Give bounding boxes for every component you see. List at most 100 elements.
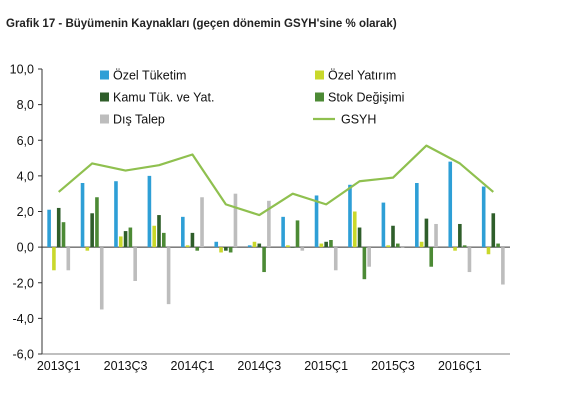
bar-kamu-tük-ve-yat--2014Ç3	[257, 243, 262, 248]
bar-stok-değişimi-2013Ç4	[162, 232, 166, 248]
line-series	[58, 144, 494, 217]
bar-stok-değişimi-2014Ç4	[295, 220, 300, 248]
y-tick-label: 10,0	[10, 63, 34, 77]
bar-özel-tüketim-2013Ç3	[114, 181, 118, 248]
bar-stok-değişimi-2016Ç1	[462, 245, 467, 248]
bar-özel-tüketim-2015Ç3	[381, 202, 386, 248]
legend-swatch	[315, 70, 324, 80]
bar-özel-yatırım-2015Ç2	[352, 211, 357, 248]
y-tick-label: -4,0	[12, 312, 34, 326]
bar-kamu-tük-ve-yat--2014Ç1	[190, 232, 195, 248]
bar-dış-talep-2016Ç1	[467, 247, 472, 273]
bar-stok-değişimi-2015Ç1	[329, 240, 333, 248]
bar-özel-yatırım-2016Ç2	[486, 247, 491, 255]
bar-özel-tüketim-2014Ç2	[214, 241, 219, 248]
bar-özel-yatırım-2014Ç1	[185, 245, 190, 248]
y-tick-label: 8,0	[17, 98, 34, 112]
bar-özel-yatırım-2015Ç3	[386, 245, 390, 248]
legend-swatch	[100, 92, 109, 102]
bar-kamu-tük-ve-yat--2014Ç4	[290, 247, 295, 248]
x-tick-label: 2013Ç1	[37, 359, 81, 373]
bar-özel-yatırım-2015Ç1	[319, 243, 324, 248]
y-tick-label: -6,0	[12, 348, 34, 362]
bar-dış-talep-2013Ç3	[133, 247, 137, 281]
bar-kamu-tük-ve-yat--2016Ç1	[458, 223, 462, 248]
bar-kamu-tük-ve-yat--2015Ç3	[391, 225, 395, 248]
legend: Özel Tüketim Özel Yatırım Kamu Tük. ve Yat…	[100, 69, 404, 127]
bar-kamu-tük-ve-yat--2014Ç2	[224, 247, 228, 251]
x-tick-label: 2015Ç1	[304, 359, 348, 373]
bar-özel-tüketim-2014Ç1	[181, 216, 185, 248]
bar-dış-talep-2014Ç1	[200, 197, 204, 248]
legend-swatch	[315, 92, 324, 102]
y-tick-label: 6,0	[17, 134, 34, 148]
x-axis: 2013Ç1 2013Ç3 2014Ç1 2014Ç3 2015Ç1 2015Ç3 2016…	[37, 246, 510, 373]
bar-dış-talep-2013Ç2	[99, 247, 104, 310]
x-tick-label: 2016Ç1	[438, 359, 482, 373]
y-tick-label: -2,0	[12, 276, 34, 290]
x-tick-label: 2014Ç1	[171, 359, 215, 373]
bar-özel-tüketim-2015Ç1	[314, 195, 319, 248]
legend-label: Dış Talep	[113, 113, 165, 127]
y-tick-label: 4,0	[17, 169, 34, 183]
bar-stok-değişimi-2013Ç2	[95, 197, 99, 248]
bar-dış-talep-2014Ç3	[267, 200, 271, 248]
bar-özel-tüketim-2013Ç1	[47, 209, 51, 248]
bar-stok-değişimi-2014Ç2	[228, 247, 233, 253]
bar-kamu-tük-ve-yat--2015Ç2	[357, 227, 362, 248]
bar-özel-yatırım-2014Ç2	[219, 247, 223, 253]
y-tick-label: 2,0	[17, 205, 34, 219]
bar-kamu-tük-ve-yat--2013Ç4	[157, 215, 161, 248]
chart-title: Grafik 17 - Büyümenin Kaynakları (geçen …	[6, 18, 397, 30]
bar-stok-değişimi-2015Ç4	[429, 247, 434, 267]
bar-özel-tüketim-2015Ç2	[348, 184, 352, 248]
bar-özel-tüketim-2016Ç1	[448, 161, 453, 248]
bar-dış-talep-2013Ç4	[166, 247, 171, 305]
bar-stok-değişimi-2015Ç3	[396, 243, 400, 248]
bar-dış-talep-2014Ç2	[233, 193, 238, 248]
bar-özel-yatırım-2014Ç4	[286, 245, 290, 248]
bar-özel-yatırım-2013Ç3	[118, 236, 123, 248]
bar-stok-değişimi-2016Ç2	[496, 243, 500, 248]
bar-series	[47, 161, 505, 310]
bar-özel-yatırım-2013Ç1	[52, 247, 56, 271]
legend-swatch	[100, 114, 109, 124]
x-tick-label: 2015Ç3	[371, 359, 415, 373]
bar-özel-tüketim-2013Ç2	[80, 183, 85, 248]
bar-stok-değişimi-2015Ç2	[362, 247, 367, 280]
bar-özel-tüketim-2013Ç4	[147, 175, 152, 248]
legend-label: Özel Tüketim	[113, 69, 186, 83]
bar-stok-değişimi-2013Ç1	[61, 222, 66, 248]
bar-dış-talep-2015Ç2	[367, 247, 371, 267]
legend-label: Stok Değişimi	[328, 91, 404, 105]
bar-dış-talep-2014Ç4	[300, 247, 305, 251]
bar-özel-tüketim-2014Ç3	[247, 245, 252, 248]
bar-özel-tüketim-2014Ç4	[281, 216, 285, 248]
legend-label: Özel Yatırım	[328, 69, 396, 83]
bar-kamu-tük-ve-yat--2016Ç2	[491, 213, 496, 248]
bar-kamu-tük-ve-yat--2015Ç1	[324, 241, 328, 248]
legend-label: Kamu Tük. ve Yat.	[113, 91, 214, 105]
bar-dış-talep-2016Ç2	[501, 247, 505, 285]
bar-dış-talep-2013Ç1	[66, 247, 71, 271]
gsyh-line	[58, 144, 494, 217]
x-tick-label: 2013Ç3	[104, 359, 148, 373]
bar-özel-tüketim-2016Ç2	[481, 186, 486, 248]
bar-stok-değişimi-2013Ç3	[128, 227, 133, 248]
bar-özel-tüketim-2015Ç4	[415, 183, 419, 248]
bar-özel-yatırım-2015Ç4	[419, 241, 424, 248]
bar-dış-talep-2015Ç3	[400, 247, 405, 248]
bar-kamu-tük-ve-yat--2013Ç1	[56, 207, 61, 248]
bar-dış-talep-2015Ç4	[434, 223, 438, 248]
bar-stok-değişimi-2014Ç3	[262, 247, 266, 273]
legend-swatch	[100, 70, 109, 80]
bar-özel-yatırım-2016Ç1	[453, 247, 457, 251]
bar-kamu-tük-ve-yat--2013Ç2	[90, 213, 94, 248]
y-tick-label: 0,0	[17, 241, 34, 255]
bar-kamu-tük-ve-yat--2015Ç4	[424, 218, 429, 248]
bar-özel-yatırım-2013Ç2	[85, 247, 90, 251]
bar-stok-değişimi-2014Ç1	[195, 247, 200, 251]
y-axis: 10,0 8,0 6,0 4,0 2,0 0,0 -2,0 -4,0 -6,0	[10, 63, 43, 362]
bar-dış-talep-2015Ç1	[333, 247, 338, 271]
